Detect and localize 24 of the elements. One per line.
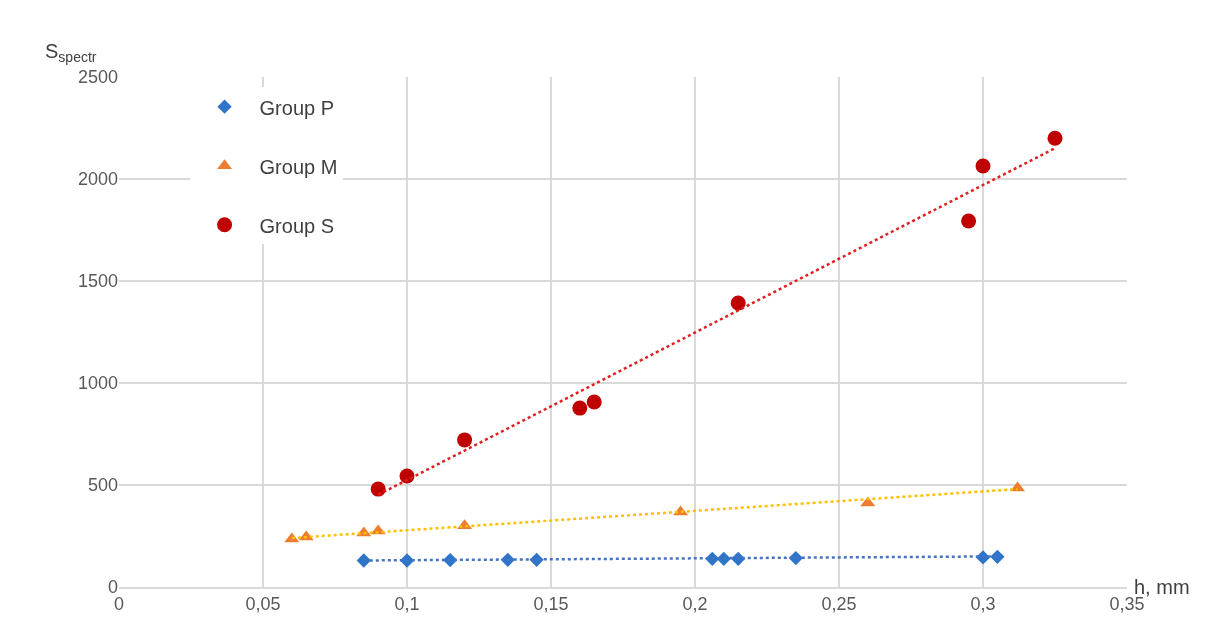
x-tick-label: 0,2 — [682, 594, 708, 615]
y-tick-label: 1000 — [77, 373, 118, 394]
y-tick-label: 0 — [107, 577, 118, 598]
legend-label: Group S — [259, 214, 335, 237]
y-axis-title: S$_{spectr}$ — [45, 40, 97, 66]
y-tick-label: 1500 — [77, 271, 118, 292]
point — [730, 295, 746, 311]
point — [961, 213, 977, 229]
y-tick-label: 500 — [87, 475, 118, 496]
x-tick-label: 0,15 — [533, 594, 569, 615]
point — [1047, 130, 1063, 146]
x-tick-label: 0,05 — [245, 594, 281, 615]
point — [572, 400, 588, 416]
point — [586, 394, 602, 410]
point — [457, 432, 473, 448]
y-tick-label: 2000 — [77, 169, 118, 190]
x-tick-label: 0,25 — [821, 594, 857, 615]
legend-label: Group M — [259, 155, 338, 178]
y-tick-label: 2500 — [77, 67, 118, 88]
x-tick-label: 0,1 — [394, 594, 420, 615]
point — [975, 158, 991, 174]
x-tick-label: 0,3 — [970, 594, 996, 615]
point — [370, 481, 386, 497]
legend-label: Group P — [259, 96, 335, 119]
